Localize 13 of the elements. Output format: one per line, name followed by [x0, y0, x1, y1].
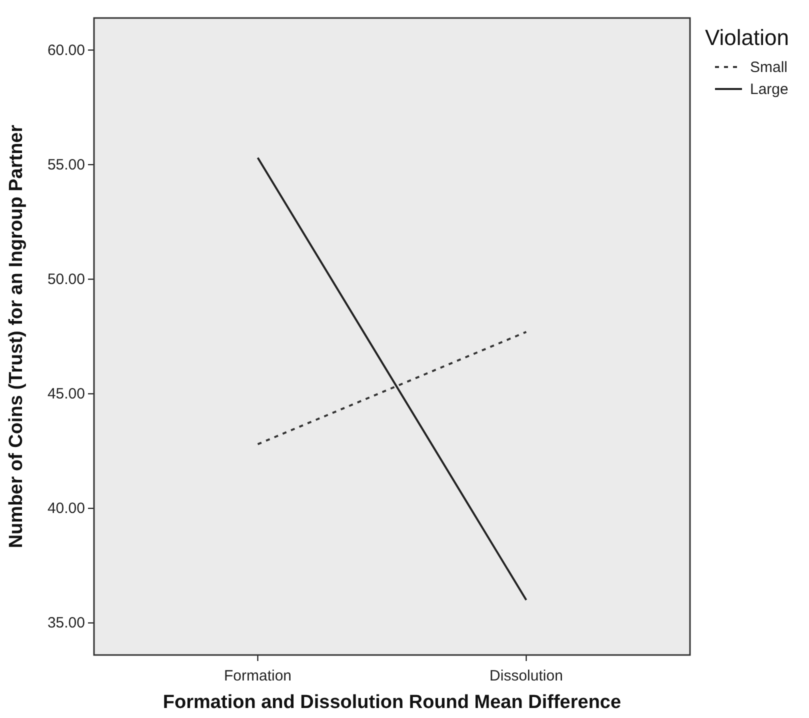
y-tick-label: 60.00: [47, 42, 85, 59]
y-tick-label: 55.00: [47, 156, 85, 174]
x-tick-label: Dissolution: [490, 668, 563, 684]
legend-title: Violation: [705, 25, 789, 50]
y-tick-label: 45.00: [47, 386, 85, 403]
legend-label: Large: [750, 81, 788, 98]
x-axis-title: Formation and Dissolution Round Mean Difference: [162, 692, 622, 713]
y-tick-label: 40.00: [47, 500, 85, 518]
y-tick-label: 35.00: [47, 614, 85, 632]
x-tick-label: Formation: [224, 668, 292, 684]
y-axis-title: Number of Coins (Trust) for an Ingroup Partner: [6, 124, 27, 548]
legend-label: Small: [750, 59, 788, 76]
y-tick-label: 50.00: [47, 271, 85, 288]
